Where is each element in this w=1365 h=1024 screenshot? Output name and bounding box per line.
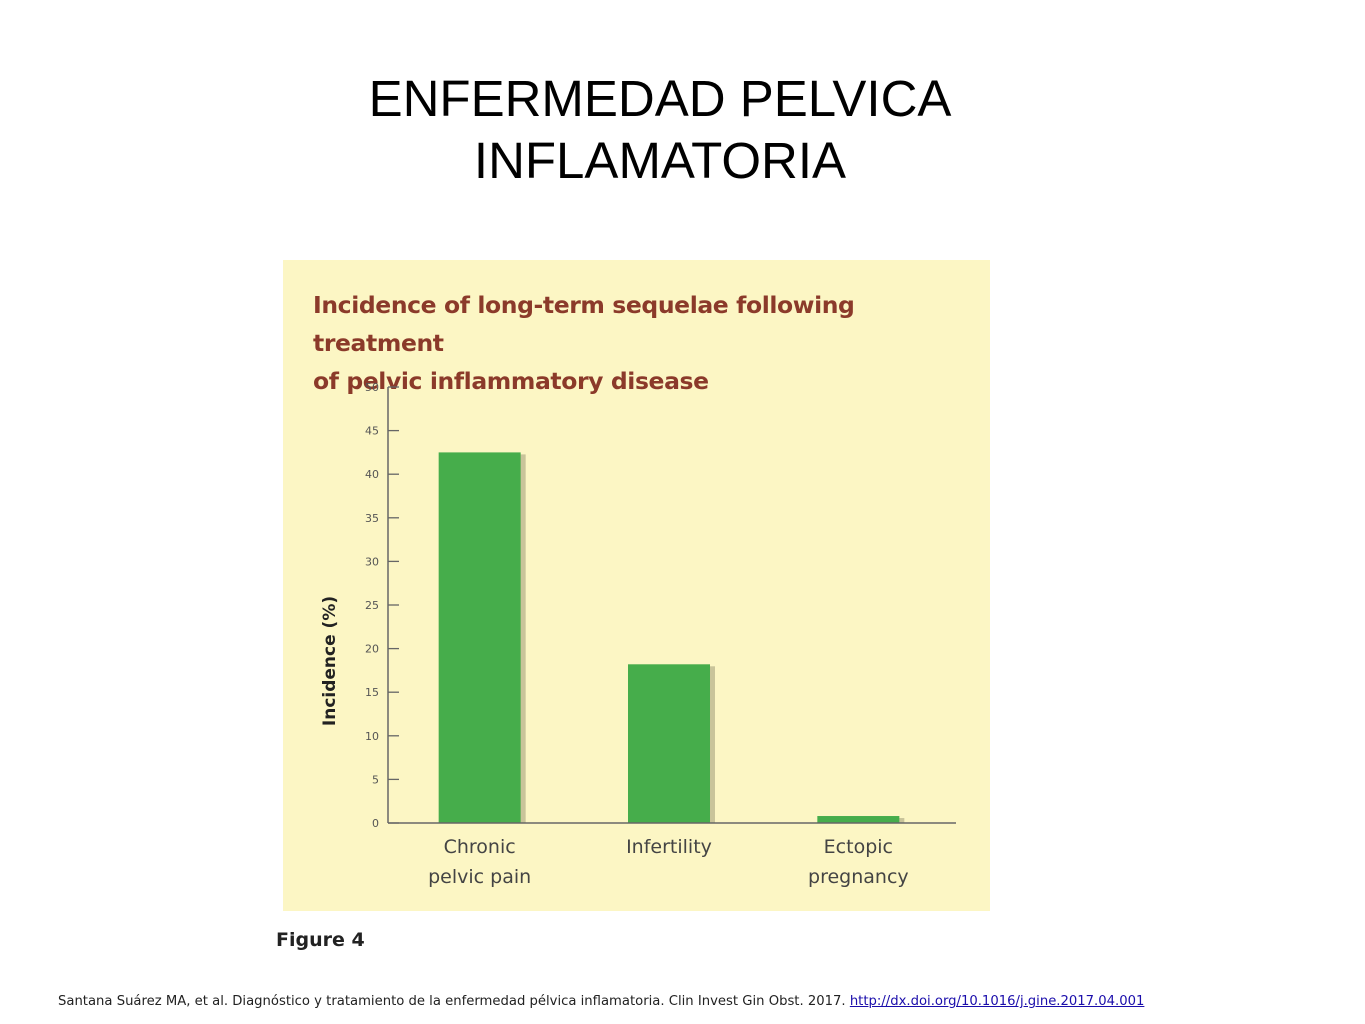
x-tick-label: Infertility [626, 836, 712, 858]
slide-title-line-1: ENFERMEDAD PELVICA [368, 70, 952, 127]
bar-chart: 0 5 10 15 20 25 30 35 40 45 50 Chronic pelvic pain I… [320, 381, 956, 888]
bar [817, 816, 900, 823]
figure-panel: Incidence of long-term sequelae followin… [283, 260, 990, 911]
y-axis: 0 5 10 15 20 25 30 35 40 45 50 [365, 381, 399, 830]
citation: Santana Suárez MA, et al. Diagnóstico y … [58, 994, 1358, 1009]
y-tick-label: 0 [372, 817, 379, 830]
y-tick-label: 5 [372, 773, 379, 786]
y-tick-label: 35 [365, 512, 379, 525]
chart-title: Incidence of long-term sequelae followin… [313, 286, 973, 400]
y-tick-label: 50 [365, 381, 379, 394]
bars [438, 452, 905, 823]
x-tick-label: Chronic [444, 836, 516, 858]
bar [438, 452, 521, 823]
x-tick-label: Ectopic [824, 836, 893, 858]
y-axis-label: Incidence (%) [320, 596, 340, 726]
y-tick-label: 15 [365, 686, 379, 699]
y-tick-label: 20 [365, 643, 379, 656]
x-axis: Chronic pelvic pain Infertility Ectopic preg… [388, 822, 956, 888]
y-tick-label: 45 [365, 425, 379, 438]
slide-title-line-2: INFLAMATORIA [473, 132, 847, 189]
bar [628, 664, 710, 823]
slide-title: ENFERMEDAD PELVICA INFLAMATORIA [0, 68, 1320, 192]
y-tick-label: 10 [365, 730, 379, 743]
chart-title-line-2: of pelvic inflammatory disease [313, 367, 709, 395]
chart-title-line-1: Incidence of long-term sequelae followin… [313, 291, 855, 357]
y-tick-label: 25 [365, 599, 379, 612]
figure-caption: Figure 4 [276, 929, 365, 951]
citation-text: Santana Suárez MA, et al. Diagnóstico y … [58, 994, 846, 1009]
x-tick-label: pregnancy [808, 866, 909, 888]
x-tick-label: pelvic pain [428, 866, 531, 888]
y-tick-label: 30 [365, 555, 379, 568]
citation-link[interactable]: http://dx.doi.org/10.1016/j.gine.2017.04… [849, 994, 1145, 1009]
y-tick-label: 40 [365, 468, 379, 481]
